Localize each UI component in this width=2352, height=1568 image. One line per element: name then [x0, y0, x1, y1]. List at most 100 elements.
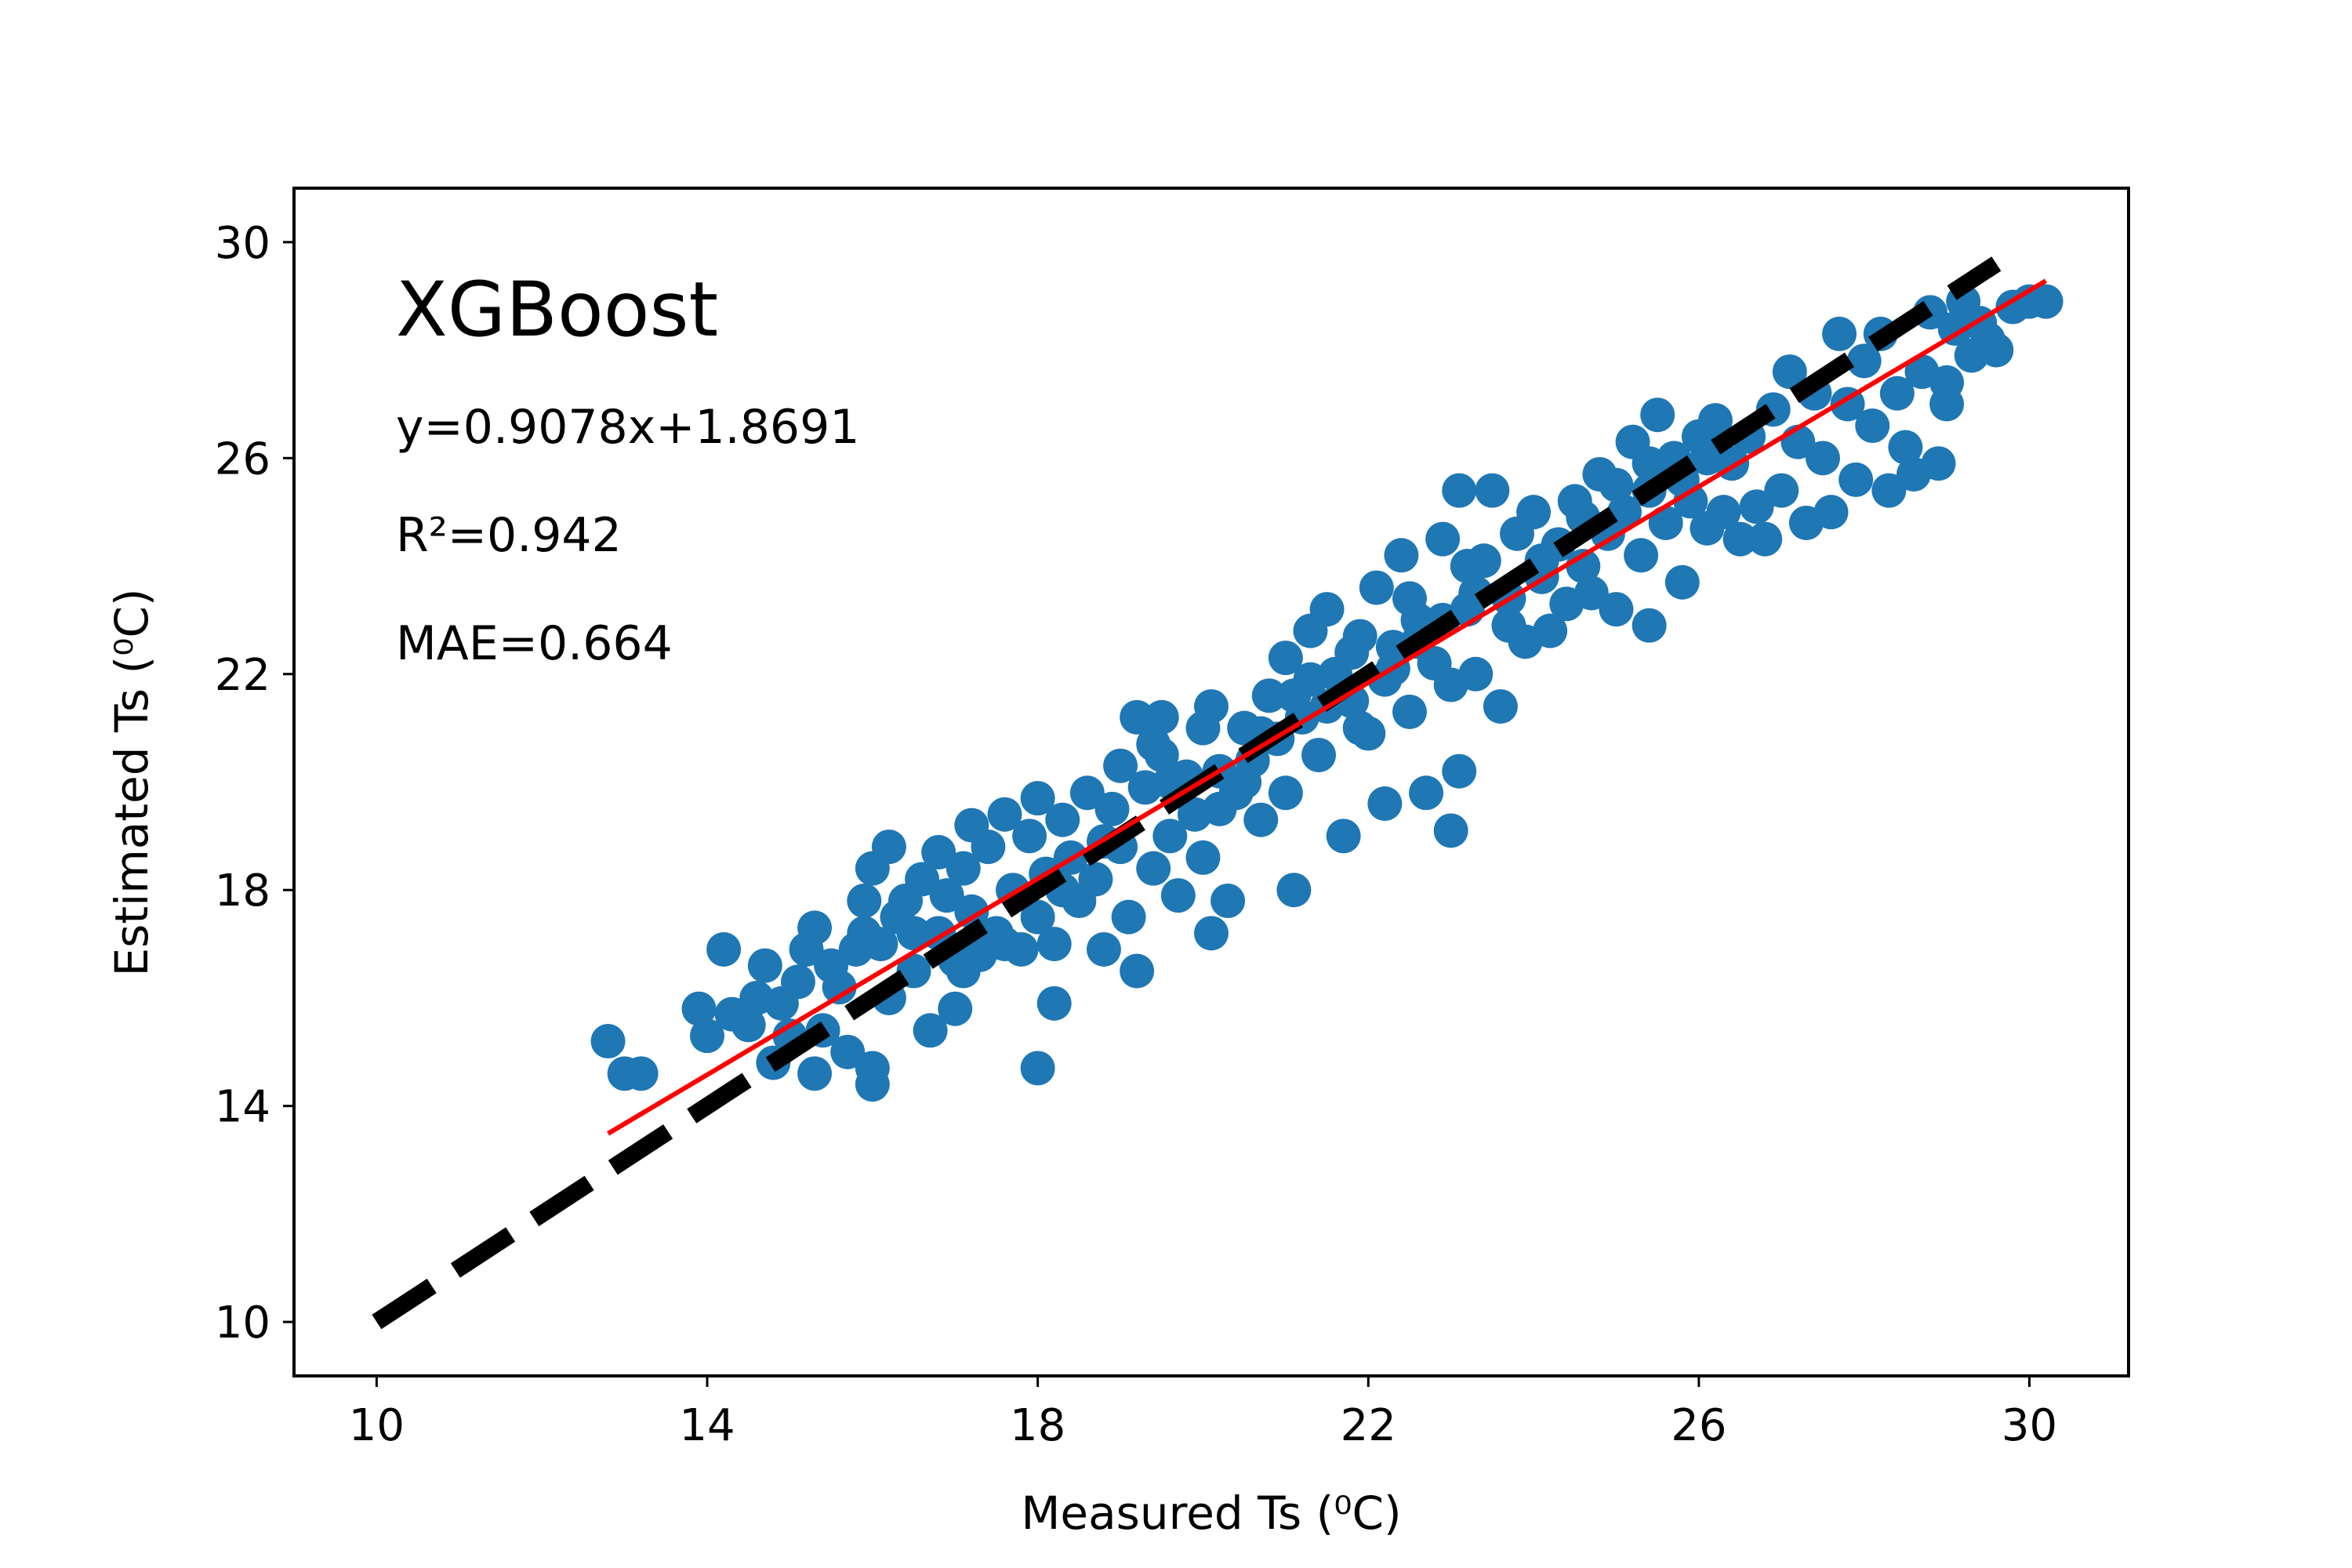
- scatter-point: [938, 991, 973, 1026]
- y-tick-label: 22: [215, 650, 270, 701]
- scatter-point: [706, 931, 742, 967]
- y-axis: 10 14 18 22 26 30: [215, 218, 294, 1348]
- scatter-point: [1020, 1051, 1055, 1086]
- scatter-point: [1624, 538, 1659, 573]
- scatter-point: [1838, 462, 1874, 497]
- scatter-point: [1136, 851, 1171, 886]
- scatter-point: [1367, 786, 1403, 822]
- regression-equation: y=0.9078x+1.8691: [396, 400, 859, 455]
- scatter-point: [1813, 495, 1849, 530]
- x-tick-label: 18: [1010, 1400, 1065, 1451]
- scatter-point: [1111, 899, 1146, 935]
- scatter-point: [913, 1013, 948, 1048]
- scatter-point: [1409, 775, 1444, 811]
- scatter-point: [946, 851, 981, 886]
- x-axis: 10 14 18 22 26 30: [349, 1376, 2057, 1451]
- y-tick-label: 30: [215, 218, 270, 269]
- scatter-point: [1458, 656, 1494, 691]
- scatter-point: [1276, 873, 1312, 908]
- scatter-point: [1309, 592, 1345, 627]
- scatter-point: [1384, 538, 1419, 573]
- scatter-point: [1069, 775, 1105, 811]
- mae-label: MAE=0.664: [396, 616, 673, 671]
- scatter-point: [1806, 441, 1840, 476]
- scatter-point: [1136, 727, 1171, 762]
- scatter-point: [1301, 738, 1337, 773]
- scatter-point: [1573, 575, 1609, 611]
- scatter-point: [1632, 608, 1667, 643]
- scatter-point: [1764, 473, 1799, 508]
- plot-frame: [292, 187, 2130, 1377]
- scatter-point: [2028, 284, 2063, 319]
- scatter-point: [1012, 818, 1047, 854]
- scatter-point: [1160, 878, 1196, 913]
- chart-title: XGBoost: [396, 266, 718, 354]
- scatter-point: [1433, 813, 1468, 848]
- scatter-point: [1020, 899, 1055, 935]
- y-tick-label: 18: [215, 866, 270, 916]
- regression-line: [607, 278, 2048, 1136]
- scatter-point: [1268, 775, 1303, 811]
- scatter-point: [1871, 473, 1907, 508]
- x-axis-label: Measured Ts (⁰C): [1021, 1486, 1401, 1540]
- y-tick-label: 26: [215, 434, 270, 485]
- scatter-point: [1979, 332, 2014, 368]
- scatter-point: [1888, 430, 1923, 465]
- x-tick-label: 22: [1341, 1400, 1396, 1451]
- scatter-point: [1326, 818, 1361, 854]
- scatter-point: [987, 797, 1022, 832]
- scatter-point: [1566, 549, 1601, 584]
- scatter-point: [590, 1024, 626, 1059]
- y-axis-label: Estimated Ts (⁰C): [105, 589, 158, 977]
- scatter-point: [1103, 748, 1138, 783]
- scatter-point: [871, 829, 906, 865]
- scatter-point: [905, 862, 940, 897]
- scatter-point: [1697, 403, 1733, 438]
- scatter-point: [1359, 570, 1394, 605]
- scatter-point: [1334, 635, 1370, 670]
- scatter-point: [780, 964, 815, 1000]
- scatter-point: [896, 916, 931, 951]
- scatter-point: [1120, 953, 1155, 989]
- scatter-point: [1640, 397, 1675, 433]
- r-squared-label: R²=0.942: [396, 508, 622, 563]
- y-tick-label: 14: [215, 1082, 270, 1133]
- scatter-point: [1120, 699, 1155, 735]
- x-tick-label: 14: [679, 1400, 735, 1451]
- scatter-point: [830, 1034, 866, 1069]
- scatter-point: [1599, 592, 1634, 627]
- scatter-point: [690, 1018, 725, 1054]
- scatter-point: [1929, 387, 1965, 422]
- scatter-point: [1094, 791, 1130, 826]
- scatter-point: [1483, 689, 1518, 724]
- scatter-point: [863, 927, 898, 962]
- scatter-point: [1210, 884, 1246, 918]
- scatter-point: [1144, 699, 1179, 735]
- scatter-point: [1078, 862, 1113, 897]
- y-tick-label: 10: [215, 1298, 270, 1348]
- scatter-point: [797, 910, 833, 946]
- scatter-point: [929, 878, 964, 913]
- x-tick-label: 30: [2002, 1400, 2057, 1451]
- scatter-point: [1202, 791, 1237, 826]
- scatter-point: [1293, 662, 1328, 697]
- scatter-point: [946, 953, 981, 989]
- scatter-point: [1185, 710, 1221, 746]
- scatter-point: [1748, 521, 1783, 557]
- scatter-point: [1664, 564, 1700, 600]
- scatter-point: [987, 927, 1022, 962]
- scatter-point: [1194, 916, 1229, 951]
- scatter-point: [1739, 489, 1774, 524]
- scatter-point: [921, 835, 956, 870]
- scatter-point: [1020, 781, 1055, 816]
- scatter-point: [1045, 802, 1080, 837]
- scatter-point: [954, 894, 989, 929]
- scatter-point: [1086, 931, 1121, 967]
- scatter-point: [1921, 446, 1956, 481]
- scatter-point: [1772, 354, 1807, 390]
- scatter-point: [1533, 613, 1568, 648]
- scatter-point: [1036, 985, 1072, 1021]
- scatter-point: [971, 829, 1006, 865]
- scatter-point: [681, 991, 717, 1026]
